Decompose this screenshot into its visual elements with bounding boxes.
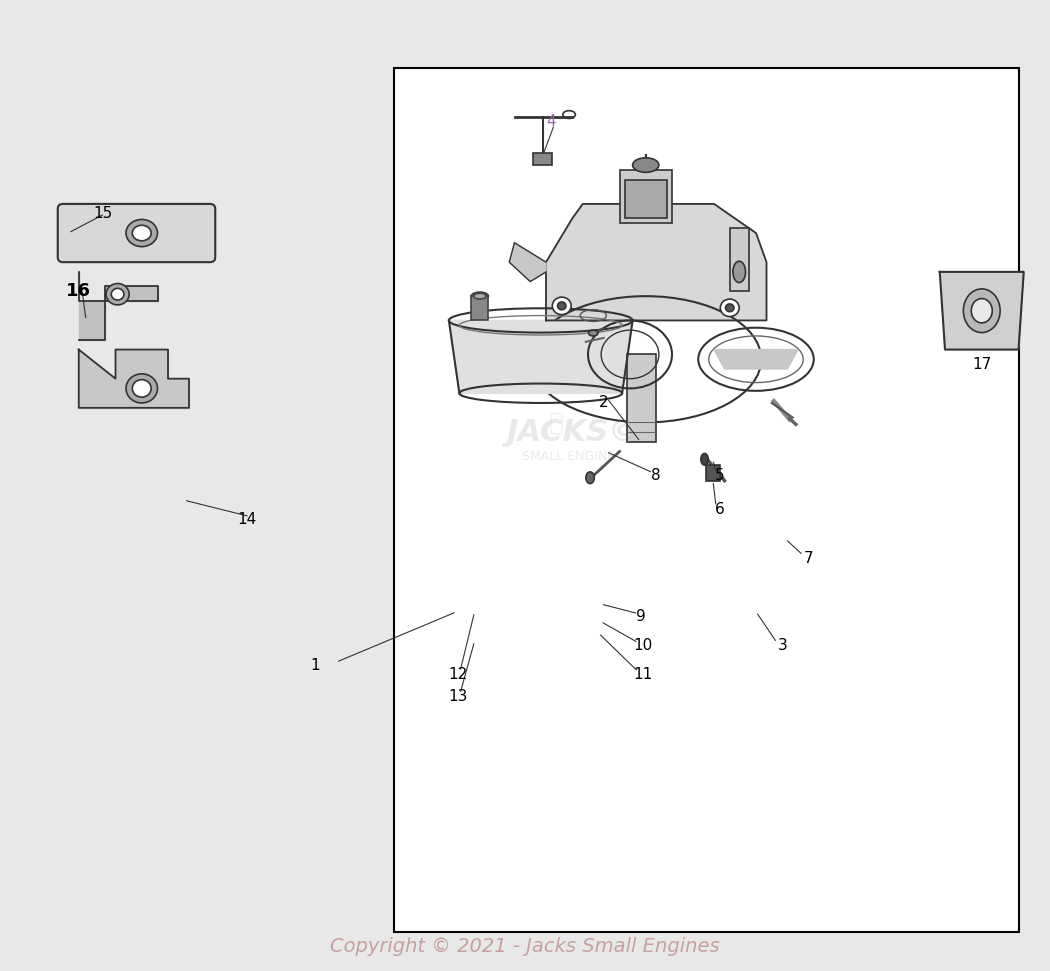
- Ellipse shape: [132, 380, 151, 397]
- Bar: [706, 465, 720, 481]
- Bar: [471, 296, 488, 320]
- Polygon shape: [79, 272, 158, 340]
- Ellipse shape: [632, 157, 659, 173]
- Ellipse shape: [106, 284, 129, 305]
- Text: SMALL ENGINES: SMALL ENGINES: [522, 450, 623, 463]
- Bar: [394, 68, 1018, 932]
- Polygon shape: [546, 204, 766, 320]
- Text: 1: 1: [310, 657, 320, 673]
- Text: 8: 8: [651, 468, 662, 484]
- Ellipse shape: [111, 288, 124, 300]
- Text: 16: 16: [66, 283, 91, 300]
- Text: 17: 17: [972, 356, 991, 372]
- Ellipse shape: [132, 225, 151, 241]
- Ellipse shape: [971, 298, 992, 322]
- Text: 14: 14: [237, 512, 256, 527]
- Text: 9: 9: [635, 609, 646, 624]
- Text: 15: 15: [93, 206, 112, 221]
- Text: 4: 4: [546, 114, 556, 129]
- Polygon shape: [449, 320, 632, 393]
- Text: 12: 12: [448, 667, 467, 683]
- FancyBboxPatch shape: [58, 204, 215, 262]
- Text: Copyright © 2021 - Jacks Small Engines: Copyright © 2021 - Jacks Small Engines: [330, 937, 720, 956]
- Text: 3: 3: [777, 638, 788, 653]
- Text: 5: 5: [714, 468, 724, 484]
- Text: JACKS©: JACKS©: [506, 418, 638, 447]
- Text: 2: 2: [598, 395, 609, 411]
- Bar: [625, 180, 667, 218]
- Polygon shape: [714, 350, 798, 369]
- Bar: [533, 153, 552, 165]
- Ellipse shape: [471, 292, 488, 300]
- Ellipse shape: [474, 293, 486, 299]
- Ellipse shape: [558, 302, 566, 310]
- Polygon shape: [940, 272, 1024, 350]
- Bar: [627, 354, 656, 442]
- Ellipse shape: [726, 304, 734, 312]
- Ellipse shape: [126, 374, 158, 403]
- Text: 10: 10: [633, 638, 652, 653]
- Ellipse shape: [552, 297, 571, 315]
- Bar: [730, 228, 749, 291]
- Ellipse shape: [964, 289, 1000, 332]
- Ellipse shape: [586, 472, 594, 484]
- Ellipse shape: [720, 299, 739, 317]
- Ellipse shape: [126, 219, 158, 247]
- Ellipse shape: [588, 330, 598, 336]
- Text: 13: 13: [448, 688, 467, 704]
- Ellipse shape: [701, 453, 708, 465]
- Bar: [620, 170, 672, 223]
- Text: 7: 7: [803, 551, 814, 566]
- Polygon shape: [509, 243, 546, 282]
- Text: 6: 6: [714, 502, 724, 518]
- Ellipse shape: [733, 261, 746, 283]
- Polygon shape: [79, 350, 189, 408]
- Text: 11: 11: [633, 667, 652, 683]
- Text: 🔥: 🔥: [549, 411, 564, 434]
